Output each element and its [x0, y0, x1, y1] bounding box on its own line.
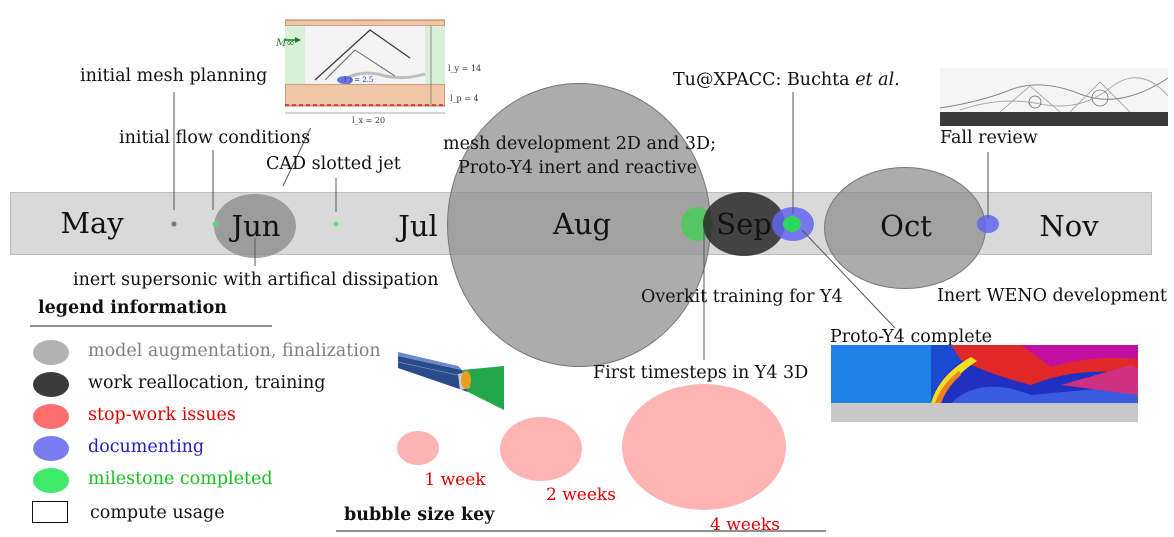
inset-label-lx: l_x = 20 [352, 116, 386, 125]
legend-label-model-augmentation: model augmentation, finalization [88, 341, 381, 361]
month-jul: Jul [398, 209, 438, 243]
inset-label-m-infinity: M∞ [276, 38, 295, 49]
schlieren-strip-image [940, 68, 1168, 126]
annotation-mesh-development-line2: Proto-Y4 inert and reactive [458, 158, 697, 178]
annotation-overkit-training: Overkit training for Y4 [641, 287, 843, 307]
bubble-mesh-development [447, 83, 711, 367]
legend-label-milestone: milestone completed [88, 469, 273, 489]
key-bubble-2-weeks [500, 417, 582, 481]
month-may: May [60, 206, 124, 240]
annotation-inert-weno: Inert WENO development [937, 286, 1167, 306]
slotted-jet-schematic-image [285, 18, 445, 128]
annotation-tu-xpacc-italic: et al. [855, 70, 900, 90]
inset-label-lp: l_p = 4 [450, 94, 479, 103]
bubble-work-reallocation-sep [703, 192, 785, 256]
dot-jun-green [212, 221, 218, 227]
legend-swatch-documenting [33, 436, 69, 461]
bubble-key-title: bubble size key [344, 505, 495, 525]
legend-swatch-stop-work [33, 404, 69, 429]
month-aug: Aug [552, 207, 612, 241]
legend-title: legend information [38, 298, 227, 318]
annotation-mesh-development-line1: mesh development 2D and 3D; [443, 134, 716, 154]
annotation-initial-flow-conditions: initial flow conditions [119, 128, 311, 148]
legend-label-compute-usage: compute usage [90, 503, 225, 523]
annotation-first-timesteps: First timesteps in Y4 3D [593, 363, 809, 383]
month-oct: Oct [880, 209, 932, 243]
mesh-3d-image [398, 352, 504, 410]
legend-label-stop-work: stop-work issues [88, 405, 236, 425]
key-bubble-4-weeks [622, 384, 786, 510]
bubble-documenting-oct [977, 215, 999, 233]
annotation-fall-review: Fall review [940, 128, 1038, 148]
legend-label-documenting: documenting [88, 437, 205, 457]
month-jun: Jun [231, 209, 281, 243]
month-sep: Sep [716, 207, 772, 241]
legend-label-work-reallocation: work reallocation, training [88, 373, 326, 393]
key-bubble-1-week [397, 431, 439, 465]
annotation-cad-slotted-jet: CAD slotted jet [266, 154, 401, 174]
inset-label-jet: l_j = 2.5 [344, 76, 374, 84]
dot-jul-green [333, 221, 339, 227]
proto-y4-contour-image [831, 345, 1138, 422]
dot-may-grey [171, 221, 177, 227]
annotation-inert-supersonic: inert supersonic with artifical dissipat… [73, 270, 439, 290]
key-label-2-weeks: 2 weeks [546, 485, 616, 505]
legend-swatch-model-augmentation [33, 340, 69, 365]
legend-swatch-work-reallocation [33, 372, 69, 397]
annotation-tu-xpacc: Tu@XPACC: Buchta et al. [673, 70, 900, 90]
bubble-milestone-sep [783, 216, 801, 232]
key-label-4-weeks: 4 weeks [710, 515, 780, 535]
annotation-tu-xpacc-text: Tu@XPACC: Buchta [673, 70, 856, 90]
legend-swatch-milestone [33, 468, 69, 493]
key-label-1-week: 1 week [424, 470, 486, 490]
month-nov: Nov [1039, 209, 1099, 243]
inset-label-ly: l_y = 14 [448, 64, 482, 73]
bubble-oct-model [824, 167, 986, 289]
legend-swatch-compute-usage [32, 501, 68, 523]
annotation-initial-mesh-planning: initial mesh planning [80, 66, 268, 86]
annotation-proto-y4-complete: Proto-Y4 complete [830, 327, 992, 347]
